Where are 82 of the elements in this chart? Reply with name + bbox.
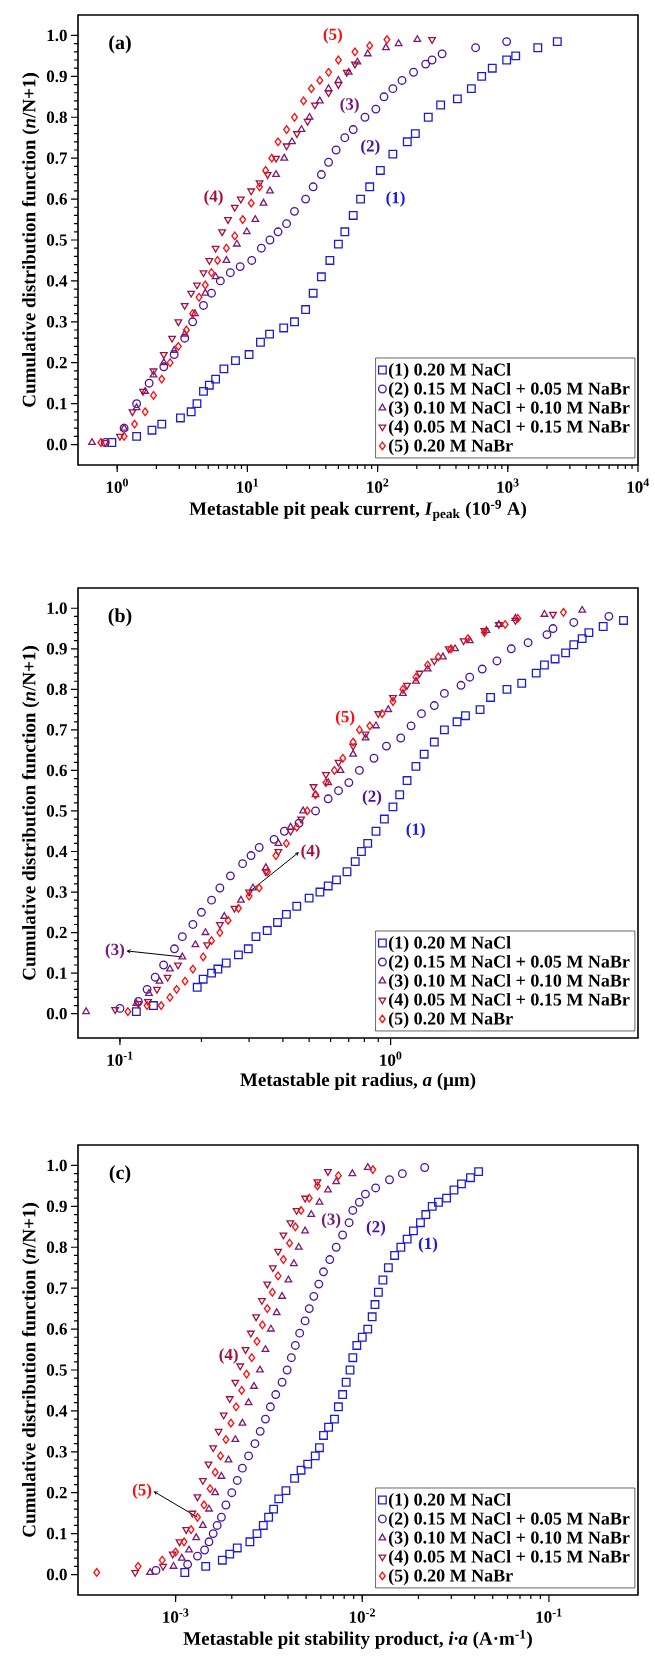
y-tick-label: 0.4 bbox=[46, 845, 68, 858]
y-tick-label: 0.1 bbox=[46, 397, 67, 410]
annotation: (1) bbox=[418, 1237, 438, 1253]
y-tick-label: 0.8 bbox=[46, 1241, 67, 1254]
y-tick-label: 1.0 bbox=[47, 602, 67, 615]
annotation: (2) bbox=[362, 789, 382, 806]
x-tick-label: 10$^{1}$ bbox=[237, 478, 258, 493]
annotation: (4) bbox=[301, 844, 320, 860]
y-tick-label: 0.6 bbox=[46, 764, 67, 777]
x-tick-label: 10$^{-3}$ bbox=[163, 1608, 189, 1623]
legend-label: (1) 0.20 M NaCl bbox=[388, 935, 511, 953]
legend-label: (3) 0.10 M NaCl + 0.10 M NaBr bbox=[388, 400, 630, 418]
annotation: (3) bbox=[321, 1212, 341, 1229]
annotation: (3) bbox=[105, 943, 125, 959]
legend-label: (4) 0.05 M NaCl + 0.15 M NaBr bbox=[388, 419, 630, 437]
y-tick-label: 0.4 bbox=[46, 1405, 68, 1417]
y-axis-title: Cumulative distribution function (n/N+1) bbox=[21, 73, 40, 407]
y-tick-label: 0.5 bbox=[46, 805, 67, 817]
annotation: (c) bbox=[109, 1165, 131, 1184]
y-axis-title: Cumulative distribution function (n/N+1) bbox=[21, 1203, 40, 1537]
y-tick-label: 0.4 bbox=[46, 275, 68, 287]
legend-label: (5) 0.20 M NaBr bbox=[388, 1568, 513, 1586]
legend-label: (1) 0.20 M NaCl bbox=[388, 1492, 511, 1510]
y-tick-label: 0.6 bbox=[46, 1323, 67, 1335]
x-tick-label: 10$^{4}$ bbox=[627, 478, 649, 493]
x-axis-title: Metastable pit radius, a (μm) bbox=[240, 1072, 476, 1090]
y-tick-label: 0.0 bbox=[46, 1007, 67, 1020]
y-tick-label: 0.9 bbox=[46, 1200, 67, 1213]
legend-label: (2) 0.15 M NaCl + 0.05 M NaBr bbox=[388, 381, 630, 399]
legend-label: (2) 0.15 M NaCl + 0.05 M NaBr bbox=[388, 1511, 630, 1529]
y-tick-label: 0.3 bbox=[46, 1446, 67, 1458]
legend-label: (4) 0.05 M NaCl + 0.15 M NaBr bbox=[388, 992, 630, 1010]
y-tick-label: 1.0 bbox=[47, 29, 67, 42]
y-tick-label: 0.8 bbox=[46, 111, 67, 124]
x-tick-label: 10$^{2}$ bbox=[367, 478, 389, 493]
y-tick-label: 0.6 bbox=[46, 193, 67, 205]
x-tick-label: 10$^{0}$ bbox=[106, 478, 128, 493]
legend-label: (4) 0.05 M NaCl + 0.15 M NaBr bbox=[388, 1549, 630, 1567]
legend-label: (1) 0.20 M NaCl bbox=[388, 362, 511, 380]
annotation: (5) bbox=[323, 27, 342, 44]
x-tick-label: 10$^{3}$ bbox=[497, 478, 519, 493]
legend-label: (5) 0.20 M NaBr bbox=[388, 438, 513, 456]
annotation: (4) bbox=[204, 189, 223, 206]
x-tick-label: 10$^{0}$ bbox=[380, 1051, 402, 1066]
y-tick-label: 0.7 bbox=[46, 152, 68, 164]
x-tick-label: 10$^{-2}$ bbox=[349, 1608, 375, 1623]
x-tick-label: 10$^{-1}$ bbox=[107, 1051, 133, 1066]
annotation: (2) bbox=[361, 139, 380, 156]
y-tick-label: 0.0 bbox=[46, 1568, 67, 1581]
y-tick-label: 0.2 bbox=[46, 926, 67, 939]
y-axis-title: Cumulative distribution function (n/N+1) bbox=[21, 646, 40, 980]
annotation: (1) bbox=[386, 191, 405, 207]
legend-label: (5) 0.20 M NaBr bbox=[388, 1011, 513, 1029]
y-tick-label: 0.3 bbox=[46, 316, 67, 328]
annotation: (1) bbox=[406, 822, 425, 839]
annotation: (4) bbox=[219, 1348, 238, 1364]
annotation: (5) bbox=[335, 710, 355, 726]
annotation: (5) bbox=[132, 1483, 152, 1499]
y-tick-label: 0.0 bbox=[46, 438, 67, 451]
annotation: (b) bbox=[108, 608, 132, 627]
y-tick-label: 0.3 bbox=[46, 886, 67, 898]
y-tick-label: 0.9 bbox=[46, 70, 67, 83]
y-tick-label: 0.2 bbox=[46, 356, 67, 369]
annotation: (2) bbox=[366, 1220, 386, 1236]
legend-label: (2) 0.15 M NaCl + 0.05 M NaBr bbox=[388, 954, 630, 972]
y-tick-label: 1.0 bbox=[47, 1159, 67, 1172]
legend-label: (3) 0.10 M NaCl + 0.10 M NaBr bbox=[388, 1530, 630, 1548]
annotation: (a) bbox=[109, 35, 131, 54]
y-tick-label: 0.1 bbox=[46, 1527, 67, 1540]
y-tick-label: 0.5 bbox=[46, 234, 67, 246]
x-tick-label: 10$^{-1}$ bbox=[536, 1608, 562, 1623]
y-tick-label: 0.7 bbox=[46, 1282, 68, 1294]
legend-label: (3) 0.10 M NaCl + 0.10 M NaBr bbox=[388, 973, 630, 991]
x-axis-title: Metastable pit stability product, i·a (A·m$^{-1}$) bbox=[183, 1629, 532, 1649]
x-axis-title: Metastable pit peak current, I$_{peak}$ (10$^{-9}$ A) bbox=[189, 499, 527, 521]
y-tick-label: 0.2 bbox=[46, 1486, 67, 1499]
y-tick-label: 0.8 bbox=[46, 683, 67, 696]
y-tick-label: 0.1 bbox=[46, 967, 67, 979]
y-tick-label: 0.7 bbox=[46, 724, 68, 736]
y-tick-label: 0.9 bbox=[46, 643, 67, 655]
annotation: (3) bbox=[340, 97, 359, 114]
y-tick-label: 0.5 bbox=[46, 1364, 67, 1376]
